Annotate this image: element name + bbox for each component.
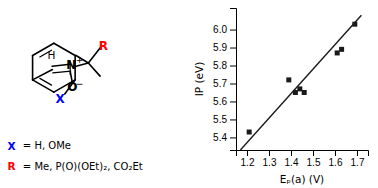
axis-line	[237, 151, 369, 157]
tick: 5.7	[213, 78, 236, 89]
structure-bond	[40, 78, 52, 85]
y-axis: 5.4 5.5 5.6 5.7 5.8 5.9 6.0	[213, 9, 236, 151]
annotation: = H, OMe	[23, 140, 71, 151]
annotation: R	[99, 39, 108, 53]
tick-label: 1.5	[307, 157, 321, 168]
point	[339, 47, 344, 52]
tick-mark	[247, 150, 248, 156]
structure-bond	[88, 63, 100, 76]
point	[297, 86, 302, 91]
tick-label: 5.8	[213, 60, 227, 71]
tick-label: 1.6	[329, 157, 343, 168]
tick-mark	[269, 150, 270, 156]
tick-mark	[230, 66, 236, 67]
structure-bond	[32, 55, 34, 79]
point	[247, 130, 252, 135]
tick: 1.5	[307, 150, 321, 168]
tick-mark	[230, 101, 236, 102]
point	[286, 77, 291, 82]
tick: 5.9	[213, 42, 236, 53]
annotation: −	[75, 78, 83, 89]
tick: 6.0	[213, 24, 236, 35]
tick: 1.4	[285, 150, 299, 168]
axis-line	[230, 9, 237, 151]
structure: XHN+O−RX= H, OMeR= Me, P(O)(OEt)₂, CO₂Et	[8, 39, 143, 173]
tick-label: 5.9	[213, 42, 227, 53]
tick-mark	[357, 150, 358, 156]
tick: 1.7	[351, 150, 365, 168]
tick: 5.6	[213, 96, 236, 107]
annotation: R	[8, 160, 16, 172]
plot-area	[240, 15, 361, 150]
annotation: X	[8, 140, 16, 152]
annotation: H	[48, 49, 56, 61]
tick-label: 1.7	[351, 157, 365, 168]
chart: XHN+O−RX= H, OMeR= Me, P(O)(OEt)₂, CO₂Et…	[0, 0, 378, 188]
tick: 1.2	[241, 150, 255, 168]
tick: 1.6	[329, 150, 343, 168]
point	[335, 50, 340, 55]
tick-mark	[230, 83, 236, 84]
tick-label: 1.3	[263, 157, 277, 168]
x-axis-title: Eₚ(a) (V)	[280, 173, 324, 185]
x-axis: 1.2 1.3 1.4 1.5 1.6 1.7	[237, 150, 369, 168]
tick-label: 5.7	[213, 78, 227, 89]
tick-mark	[230, 30, 236, 31]
tick-label: 6.0	[213, 24, 227, 35]
tick: 5.4	[213, 132, 236, 143]
structure-bond	[33, 80, 54, 92]
tick-label: 5.6	[213, 96, 227, 107]
tick: 5.5	[213, 114, 236, 125]
point	[302, 90, 307, 95]
tick-mark	[230, 48, 236, 49]
tick-label: 5.4	[213, 132, 227, 143]
tick-mark	[230, 119, 236, 120]
tick-mark	[230, 137, 236, 138]
annotation: +	[76, 55, 84, 65]
tick-label: 1.2	[241, 157, 255, 168]
annotation: X	[55, 92, 65, 106]
tick: 1.3	[263, 150, 277, 168]
annotation: = Me, P(O)(OEt)₂, CO₂Et	[23, 161, 143, 172]
tick-mark	[291, 150, 292, 156]
structure-bond	[33, 70, 53, 80]
tick-label: 1.4	[285, 157, 299, 168]
tick-label: 5.5	[213, 114, 227, 125]
tick-mark	[335, 150, 336, 156]
tick: 5.8	[213, 60, 236, 71]
tick-mark	[313, 150, 314, 156]
structure-bond	[54, 43, 75, 55]
trend-line	[240, 15, 361, 150]
y-axis-title: IP (eV)	[193, 62, 205, 97]
